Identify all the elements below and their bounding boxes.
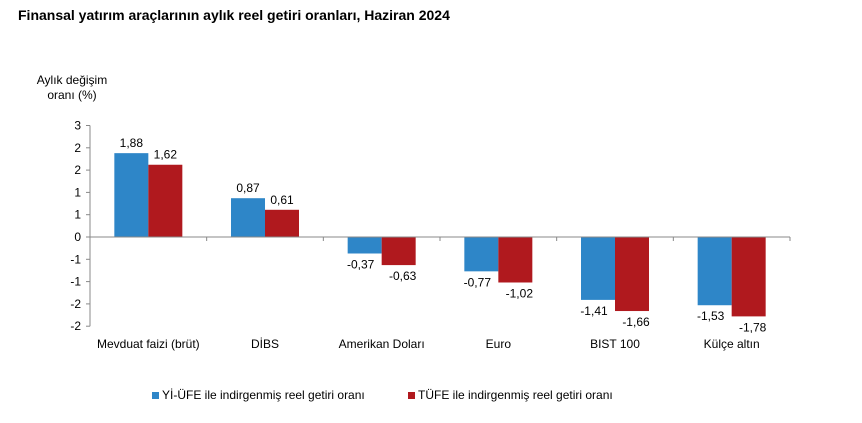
legend-label: Yİ-ÜFE ile indirgenmiş reel getiri oranı (162, 388, 365, 402)
y-tick-label: 2 (74, 141, 81, 155)
bar (381, 237, 416, 266)
bar (148, 164, 183, 237)
data-label: 0,61 (270, 193, 294, 207)
bar (697, 237, 732, 306)
data-label: 1,62 (154, 148, 178, 162)
data-label: -0,37 (347, 258, 375, 272)
bar (731, 237, 766, 317)
legend-swatch (152, 391, 159, 399)
legend-item-tufe: TÜFE ile indirgenmiş reel getiri oranı (408, 388, 613, 402)
bar (265, 209, 299, 237)
x-tick-label: Külçe altın (704, 337, 760, 351)
legend-swatch (408, 391, 415, 399)
x-tick-label: DİBS (251, 337, 279, 351)
x-tick-label: Euro (486, 337, 512, 351)
legend-label: TÜFE ile indirgenmiş reel getiri oranı (418, 388, 613, 402)
y-tick-label: -1 (70, 252, 81, 266)
data-label: -0,77 (464, 275, 492, 289)
y-tick-label: -2 (70, 297, 81, 311)
y-tick-label: 2 (74, 163, 81, 177)
bar (231, 198, 265, 237)
data-label: 0,87 (236, 181, 260, 195)
y-tick-label: 0 (74, 230, 81, 244)
bar (464, 237, 499, 272)
data-label: -1,41 (580, 304, 608, 318)
data-label: -1,66 (622, 315, 650, 329)
x-tick-label: Mevduat faizi (brüt) (97, 337, 200, 351)
data-label: -1,02 (506, 286, 534, 300)
data-label: -0,63 (389, 269, 417, 283)
data-label: 1,88 (120, 136, 144, 150)
x-tick-label: BIST 100 (590, 337, 640, 351)
y-tick-label: 1 (74, 185, 81, 199)
chart-title: Finansal yatırım araçlarının aylık reel … (18, 7, 450, 23)
bar (347, 237, 382, 254)
y-tick-label: -2 (70, 319, 81, 333)
data-label: -1,53 (697, 309, 725, 323)
bar (498, 237, 533, 283)
bar (581, 237, 615, 300)
bar (114, 153, 149, 237)
y-tick-label: 1 (74, 208, 81, 222)
x-tick-label: Amerikan Doları (339, 337, 425, 351)
y-axis-label: oranı (%) (47, 88, 96, 102)
y-tick-label: -1 (70, 275, 81, 289)
y-axis-label: Aylık değişim (37, 73, 107, 87)
data-label: -1,78 (739, 320, 767, 334)
legend-item-yi-ufe: Yİ-ÜFE ile indirgenmiş reel getiri oranı (152, 388, 365, 402)
y-tick-label: 3 (74, 119, 81, 133)
bar (615, 237, 649, 312)
